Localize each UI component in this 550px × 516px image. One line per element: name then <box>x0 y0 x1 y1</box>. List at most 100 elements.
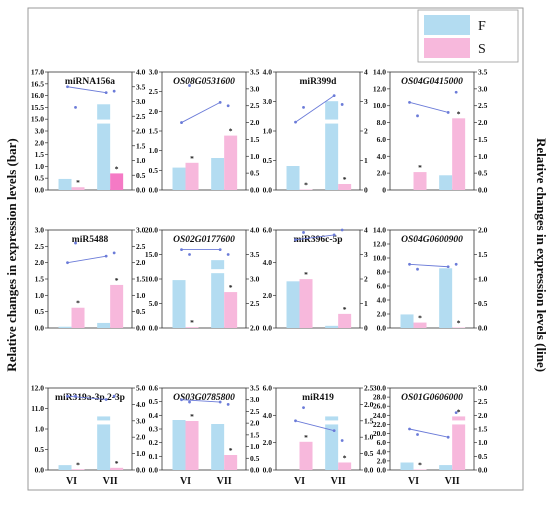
bar-s-vi <box>299 189 313 190</box>
line-point-f <box>104 398 108 401</box>
right-tick-label: 1.0 <box>250 152 260 161</box>
left-tick-label: 10.0 <box>145 275 158 284</box>
right-tick-label: 2 <box>364 127 368 136</box>
left-tick-label: 16.0 <box>31 91 44 100</box>
right-tick-label: 3.0 <box>136 416 146 425</box>
line-point-f <box>408 427 411 431</box>
chart-panel-12: OS01G06060000.02.04.06.020.022.024.026.0… <box>373 384 488 488</box>
right-tick-label: 4.0 <box>136 400 146 409</box>
left-tick-label: 0.0 <box>149 466 159 475</box>
chart-panel-9: miR319a-3p.2-3p0.00.51.011.012.00.01.02.… <box>31 384 146 488</box>
significance-marker: * <box>76 178 80 187</box>
bar-f-vi <box>58 326 72 328</box>
left-tick-label: 0.5 <box>149 397 159 406</box>
line-point-f <box>180 121 183 124</box>
category-label: VII <box>217 476 232 487</box>
bar-f-vi <box>58 465 72 470</box>
right-tick-label: 1.0 <box>364 433 374 442</box>
bar-s-vi <box>413 172 427 190</box>
line-point-s <box>74 241 77 245</box>
right-tick-label: 3.0 <box>250 84 260 93</box>
right-tick-label: 1.5 <box>478 250 488 259</box>
significance-marker: * <box>343 305 347 314</box>
right-tick-label: 3.0 <box>250 275 260 284</box>
chart-panel-5: miR5488 0.0 0.5 1.0 1.5 2.0 2.5 3.0 0.0 0.5 1.0 1.5… <box>35 226 146 333</box>
right-tick-label: 1.0 <box>136 291 146 300</box>
bar-f-vii <box>325 101 339 190</box>
right-tick-label: 2.5 <box>478 101 488 110</box>
chart-panel-7: miR396c-5p 0.0 2.0 4.0 6.0 0 1 2 3 4 * * <box>263 226 368 333</box>
significance-marker: * <box>418 314 422 323</box>
line-point-s <box>302 231 305 234</box>
left-tick-label: 3.0 <box>149 68 159 77</box>
line-point-f <box>66 394 69 398</box>
bar-s-vii <box>338 184 352 190</box>
right-tick-label: 0.5 <box>136 307 146 316</box>
left-tick-label: 8.0 <box>377 118 387 127</box>
left-tick-label: 14.0 <box>373 226 386 235</box>
right-tick-label: 2 <box>364 275 368 284</box>
line-point-s <box>416 267 419 271</box>
right-tick-label: 1 <box>364 156 368 165</box>
panel-title: OS02G0177600 <box>173 235 235 245</box>
bar-f-vii <box>439 175 453 190</box>
left-tick-label: 3.0 <box>263 97 273 106</box>
bar-f-vii <box>97 104 111 190</box>
axis-break <box>278 420 358 425</box>
line-point-f <box>294 238 297 242</box>
right-tick-label: 2.0 <box>250 324 260 333</box>
left-tick-label: 1.0 <box>35 425 45 434</box>
left-tick-label: 15.0 <box>145 250 158 259</box>
line-point-s <box>226 253 230 256</box>
right-tick-label: 0.0 <box>136 466 146 475</box>
left-tick-label: 1.0 <box>149 146 159 155</box>
right-tick-label: 1.5 <box>250 135 260 144</box>
plot-frame <box>389 71 475 191</box>
right-tick-label: 0.0 <box>250 186 260 195</box>
right-tick-label: 0.0 <box>136 186 146 195</box>
bar-f-vii <box>211 424 225 470</box>
bar-f-vi <box>286 281 300 328</box>
line-series-f <box>67 86 107 94</box>
right-tick-label: 2.5 <box>250 299 260 308</box>
left-tick-label: 2.0 <box>377 169 387 178</box>
significance-marker: * <box>304 270 308 279</box>
bar-f-vi <box>400 462 414 470</box>
plot-frame <box>275 387 361 471</box>
right-tick-label: 3.0 <box>136 226 146 235</box>
left-tick-label: 26.0 <box>373 402 386 411</box>
bar-f-vii <box>325 416 339 470</box>
right-tick-label: 1.5 <box>250 430 260 439</box>
left-tick-label: 2.0 <box>35 138 45 147</box>
line-point-s <box>188 84 191 87</box>
right-tick-label: 2.0 <box>136 258 146 267</box>
significance-marker: * <box>418 163 422 172</box>
axis-break <box>164 269 244 274</box>
line-point-s <box>340 103 344 106</box>
right-tick-label: 1.0 <box>478 152 488 161</box>
panel-title: miR396c-5p <box>293 235 342 245</box>
line-point-f <box>218 100 222 104</box>
category-label: VI <box>180 476 191 487</box>
line-point-f <box>332 429 336 433</box>
panel-title: OS04G0415000 <box>401 77 463 87</box>
panel-title: miR419 <box>302 393 334 403</box>
bar-f-vi <box>286 166 300 190</box>
line-series-f <box>295 420 335 432</box>
left-tick-label: 0.2 <box>149 438 159 447</box>
bar-s-vi <box>185 421 199 470</box>
significance-marker: * <box>343 175 347 184</box>
left-tick-label: 4.0 <box>377 447 387 456</box>
right-tick-label: 3.5 <box>250 250 260 259</box>
right-tick-label: 0.5 <box>250 169 260 178</box>
right-tick-label: 1.5 <box>136 141 146 150</box>
right-tick-label: 1.0 <box>478 438 488 447</box>
right-tick-label: 2.5 <box>250 101 260 110</box>
line-point-s <box>340 439 344 442</box>
left-tick-label: 1.0 <box>35 162 45 171</box>
line-point-s <box>416 433 419 436</box>
legend-label-s: S <box>478 42 486 57</box>
line-point-f <box>104 91 108 95</box>
left-tick-label: 4.0 <box>263 411 273 420</box>
